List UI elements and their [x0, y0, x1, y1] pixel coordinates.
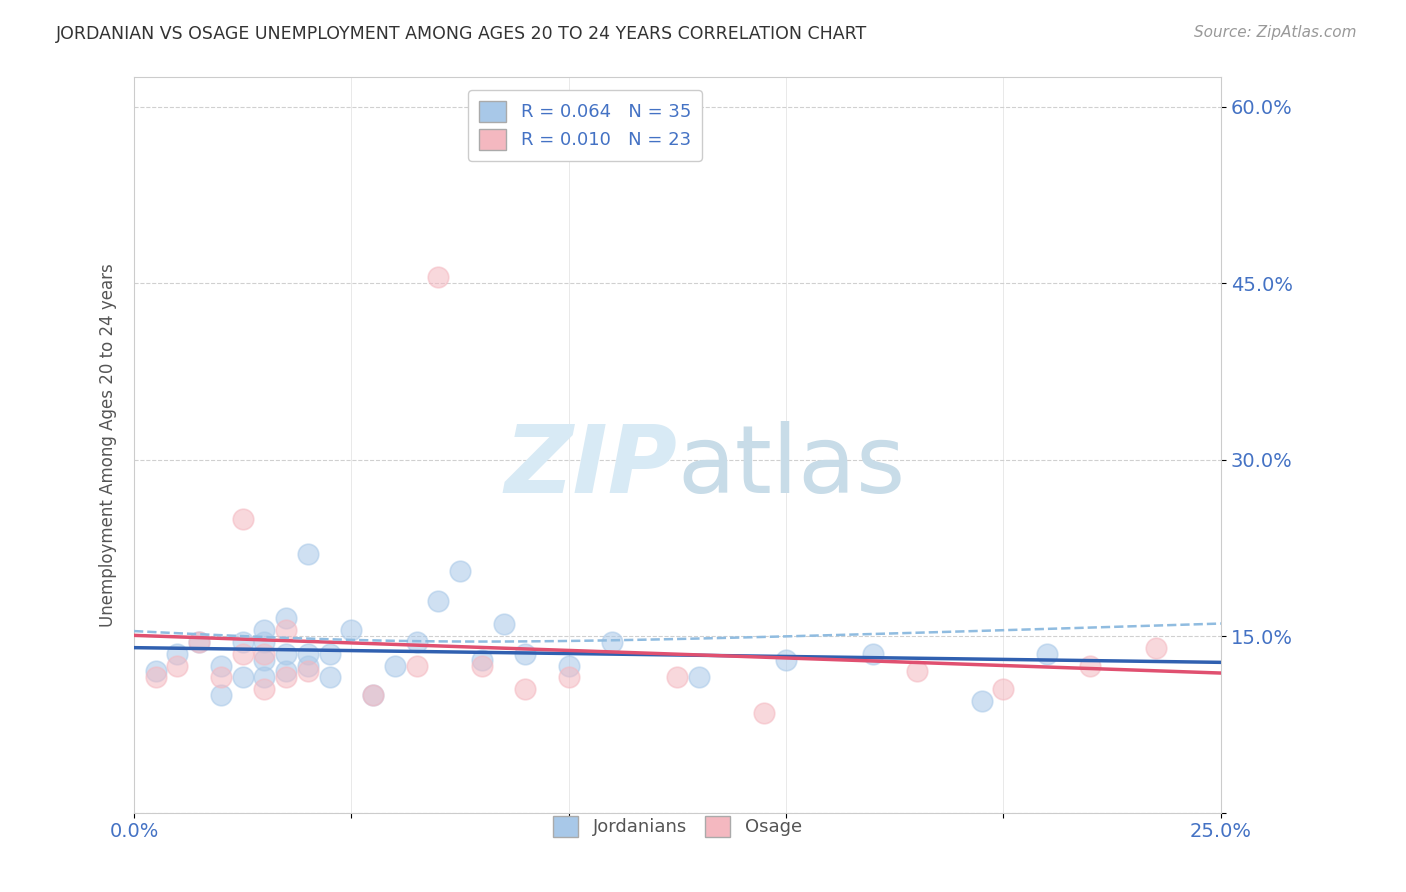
Point: [232, 635, 254, 649]
Point: [405, 635, 427, 649]
Point: [862, 647, 884, 661]
Point: [666, 670, 689, 684]
Point: [515, 647, 537, 661]
Point: [340, 624, 363, 638]
Point: [253, 681, 276, 696]
Point: [276, 611, 298, 625]
Point: [166, 658, 188, 673]
Point: [232, 511, 254, 525]
Point: [993, 681, 1015, 696]
Text: ZIP: ZIP: [505, 421, 678, 513]
Point: [297, 665, 319, 679]
Point: [427, 270, 450, 285]
Point: [276, 665, 298, 679]
Point: [276, 670, 298, 684]
Point: [188, 635, 211, 649]
Point: [318, 647, 340, 661]
Point: [361, 688, 384, 702]
Point: [209, 670, 232, 684]
Text: JORDANIAN VS OSAGE UNEMPLOYMENT AMONG AGES 20 TO 24 YEARS CORRELATION CHART: JORDANIAN VS OSAGE UNEMPLOYMENT AMONG AG…: [56, 25, 868, 43]
Point: [253, 635, 276, 649]
Point: [276, 647, 298, 661]
Point: [471, 653, 494, 667]
Point: [558, 670, 581, 684]
Point: [405, 658, 427, 673]
Point: [688, 670, 710, 684]
Point: [449, 565, 471, 579]
Text: atlas: atlas: [678, 421, 905, 513]
Point: [1036, 647, 1059, 661]
Point: [384, 658, 406, 673]
Point: [209, 658, 232, 673]
Point: [515, 681, 537, 696]
Point: [970, 694, 993, 708]
Point: [361, 688, 384, 702]
Point: [1144, 640, 1167, 655]
Point: [318, 670, 340, 684]
Point: [754, 706, 776, 720]
Point: [253, 653, 276, 667]
Point: [232, 670, 254, 684]
Point: [145, 670, 167, 684]
Point: [775, 653, 797, 667]
Point: [253, 624, 276, 638]
Point: [276, 624, 298, 638]
Point: [188, 635, 211, 649]
Point: [253, 670, 276, 684]
Point: [1080, 658, 1102, 673]
Point: [297, 658, 319, 673]
Point: [492, 617, 515, 632]
Point: [427, 594, 450, 608]
Point: [209, 688, 232, 702]
Point: [166, 647, 188, 661]
Point: [145, 665, 167, 679]
Point: [558, 658, 581, 673]
Point: [297, 647, 319, 661]
Point: [253, 647, 276, 661]
Point: [471, 658, 494, 673]
Point: [232, 647, 254, 661]
Point: [297, 547, 319, 561]
Point: [905, 665, 928, 679]
Text: Source: ZipAtlas.com: Source: ZipAtlas.com: [1194, 25, 1357, 40]
Point: [600, 635, 623, 649]
Y-axis label: Unemployment Among Ages 20 to 24 years: Unemployment Among Ages 20 to 24 years: [100, 263, 117, 627]
Legend: Jordanians, Osage: Jordanians, Osage: [546, 809, 808, 844]
